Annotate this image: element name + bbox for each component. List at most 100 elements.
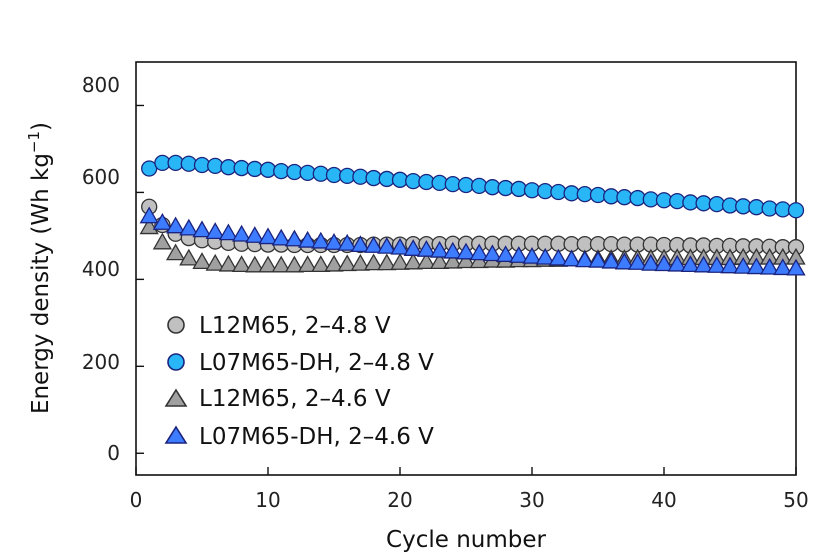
data-point [429,252,450,270]
x-tick-label: 40 [651,488,676,512]
data-point [271,228,291,246]
data-point [192,220,212,238]
series-3 [139,206,806,276]
data-point [218,254,239,272]
data-point [324,254,344,272]
y-tick-label: 200 [82,350,120,374]
data-point [337,254,357,272]
x-tick-label: 0 [130,488,143,512]
data-point [416,252,437,270]
data-point [139,206,159,224]
data-point [601,251,621,269]
legend-label: L12M65, 2–4.8 V [199,313,391,339]
axis-ticks [135,104,797,475]
data-point [350,235,371,253]
data-point [179,248,199,266]
y-tick-labels: 0 200 400 600 800 [82,73,120,465]
data-point [377,253,397,271]
data-point [759,257,780,275]
data-point [231,224,252,242]
x-tick-label: 30 [519,488,544,512]
data-point [390,253,410,270]
data-point [786,258,806,276]
data-point [165,216,186,234]
data-point [482,244,503,262]
y-tick-label: 800 [82,73,120,97]
y-axis-label-close: ) [28,122,54,131]
data-point [443,241,463,259]
legend-label: L12M65, 2–4.6 V [199,386,391,412]
data-point [218,223,239,241]
data-point [258,227,278,245]
data-point [311,255,331,273]
data-point [456,242,476,260]
data-point [733,256,753,274]
data-point [179,218,199,236]
data-point [231,255,252,273]
legend-label: L07M65-DH, 2–4.6 V [199,424,434,450]
data-point [429,240,450,258]
data-point [363,253,384,271]
data-point [416,239,437,257]
data-point [469,243,489,261]
legend-marker-l12m65-48v [167,316,185,334]
data-point [284,255,305,273]
data-point [787,202,805,219]
data-point [575,250,595,268]
data-point [205,222,225,240]
y-tick-label: 0 [107,441,120,465]
data-point [245,255,265,273]
data-point [614,252,635,270]
data-point [271,255,291,273]
y-axis-label-main: Energy density (Wh kg [28,153,54,414]
data-point [324,233,344,250]
data-point [245,226,265,243]
data-point [297,230,318,248]
data-point [773,258,793,276]
data-point [693,255,714,273]
data-point [588,250,608,268]
data-point [443,251,463,269]
y-axis-label-superscript: −1 [25,131,43,153]
data-point [667,254,687,272]
data-point [654,254,674,272]
x-tick-label: 10 [255,488,280,512]
data-point [337,233,357,251]
data-point [152,213,173,230]
legend-label: L07M65-DH, 2–4.8 V [199,350,434,376]
data-point [192,252,212,270]
data-point [522,246,542,264]
data-point [311,231,331,249]
data-point [390,237,410,255]
data-point [297,255,318,273]
data-point [350,253,371,271]
data-point [680,255,701,273]
data-point [258,255,278,273]
data-point [707,256,727,273]
x-tick-label: 20 [387,488,412,512]
y-axis-label: Energy density (Wh kg−1) [25,122,54,414]
x-tick-labels: 0 10 20 30 40 50 [130,488,809,512]
data-point [363,236,384,253]
data-point [403,252,423,270]
data-point [377,236,397,254]
legend: L12M65, 2–4.8 V L07M65-DH, 2–4.8 V L12M6… [164,313,434,450]
legend-marker-l07m65dh-46v [164,425,188,444]
data-point [205,253,225,271]
data-point [165,243,186,261]
data-markers [139,154,806,276]
y-tick-label: 600 [82,165,120,189]
data-point [720,256,740,274]
data-point [746,257,767,275]
x-axis-label: Cycle number [386,527,546,553]
legend-marker-l07m65dh-48v [167,353,185,371]
data-point [535,247,555,265]
legend-marker-l12m65-46v [164,388,188,407]
data-point [495,245,516,263]
data-point [403,239,423,256]
data-point [509,246,529,263]
data-point [627,253,648,270]
y-tick-label: 400 [82,257,120,281]
series-1 [141,154,805,219]
